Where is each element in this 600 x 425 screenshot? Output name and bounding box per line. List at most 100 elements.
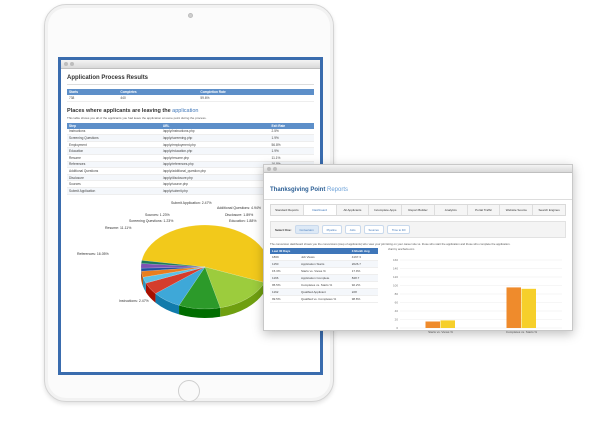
filter-chip[interactable]: Jobs	[344, 225, 361, 234]
places-title-main: Places where applicants are leaving the	[67, 107, 171, 114]
table-cell: 1869	[270, 254, 299, 261]
filter-chip[interactable]: Sources	[363, 225, 384, 234]
filter-chip[interactable]: Conversion	[294, 225, 319, 234]
pie-slice	[140, 266, 206, 271]
bar	[425, 321, 440, 328]
places-title: Places where applicants are leaving the …	[67, 108, 314, 114]
dashboard-window: Thanksgiving Point Reports Standard Repo…	[263, 164, 573, 334]
window-dot-icon[interactable]	[267, 167, 271, 171]
table-cell: /apply/references.php	[160, 161, 270, 169]
nav-item[interactable]: Search Engines	[538, 208, 560, 212]
pie-slice	[145, 266, 206, 294]
dashboard-body: Last 30 Days 3 Month Avg 1869 Job Views 41…	[270, 248, 566, 338]
table-cell: 1150	[270, 260, 299, 268]
site-logo[interactable]: Thanksgiving Point Reports	[270, 187, 348, 193]
window-dot-icon[interactable]	[70, 62, 74, 66]
table-cell: /apply/disclosure.php	[160, 174, 270, 182]
table-cell: /apply/source.php	[160, 180, 270, 188]
filter-chip[interactable]: Pipeline	[321, 225, 342, 234]
table-cell: Additional Questions	[67, 167, 161, 175]
table-cell: Instructions	[67, 128, 161, 136]
table-cell: Employment	[67, 141, 161, 149]
table-cell: Job Views	[298, 254, 350, 261]
table-row: 1869 Job Views 4167.3	[270, 254, 378, 261]
pie-label: Submit Application: 2.47%	[171, 200, 212, 205]
table-row: 1162 Qualified Applicant 228	[270, 288, 378, 296]
conversion-bar-chart: 0 20 40 60 80 100 120 140 160 Starts vs. Views % C…	[393, 258, 562, 334]
nav-item[interactable]: All Applicants	[337, 205, 370, 215]
conversion-table: Last 30 Days 3 Month Avg 1869 Job Views 41…	[270, 248, 378, 303]
browser-bar	[61, 60, 320, 69]
table-cell: Application Starts	[298, 260, 350, 268]
pie-slice-side	[179, 304, 221, 318]
nav-item[interactable]: Portal Traffic	[468, 205, 501, 215]
camera-icon	[188, 13, 193, 18]
nav-item[interactable]: Report Builder	[402, 205, 435, 215]
table-row: Education/apply/education.php 1.9%	[67, 147, 314, 155]
table-cell: Screening Questions	[67, 134, 161, 142]
table-cell: 17.9%	[349, 267, 378, 275]
table-cell: 98.8%	[349, 295, 378, 303]
nav-item[interactable]: Standard Reports	[271, 205, 304, 215]
nav-item[interactable]: Incomplete Apps	[369, 205, 403, 215]
home-button[interactable]	[178, 380, 200, 402]
table-row: Resume/apply/resume.php 11.1%	[67, 154, 314, 162]
pie-slice-side	[145, 282, 156, 303]
table-cell: Education	[67, 147, 161, 155]
places-description: This table shows you all of the applican…	[67, 115, 207, 120]
window-dot-icon[interactable]	[64, 62, 68, 66]
table-cell: 99.5%	[270, 295, 299, 303]
summary-header: Completes	[118, 89, 199, 95]
exit-header: URL	[160, 122, 270, 129]
table-cell: /apply/additional_question.php	[160, 167, 270, 175]
conversion-header	[298, 248, 350, 254]
main-nav: Standard Reports Dashboard All Applicants I…	[270, 204, 566, 216]
table-cell: /apply/employment.php	[160, 141, 270, 149]
table-cell: /apply/education.php	[160, 147, 270, 155]
filter-chip[interactable]: Time to Fill	[386, 225, 411, 234]
nav-item[interactable]: Dashboard	[303, 205, 337, 215]
table-cell: Completes vs. Starts %	[298, 281, 350, 289]
conversion-table-wrap: Last 30 Days 3 Month Avg 1869 Job Views 41…	[270, 248, 378, 338]
summary-table: Starts Completes Completion Rate 738 440…	[67, 89, 314, 102]
pie-slice	[140, 262, 206, 268]
table-cell: 95.5%	[270, 281, 299, 289]
exit-header: Exit Rate	[269, 122, 314, 129]
pie-label: Additional Questions: 4.94%	[217, 205, 261, 210]
table-cell: 92.2%	[349, 281, 378, 289]
table-cell: 15.3%	[270, 267, 299, 275]
table-cell: 1.9%	[269, 134, 314, 142]
table-cell: Disclosure	[67, 174, 161, 182]
section-title: Application Process Results	[67, 75, 149, 81]
pie-slice	[155, 266, 206, 306]
report-content: Application Process Results Starts Compl…	[61, 69, 320, 324]
table-cell: 1.9%	[269, 147, 314, 155]
bar	[506, 287, 521, 328]
table-cell: Qualified Applicant	[298, 288, 350, 296]
table-cell: Sources	[67, 180, 161, 188]
table-row: 95.5% Completes vs. Starts % 92.2%	[270, 281, 378, 289]
pie-label: Sources: 1.23%	[145, 212, 170, 217]
y-tick-label: 60	[395, 301, 399, 305]
table-cell: /apply/instructions.php	[160, 128, 270, 136]
pie-slice-side	[141, 270, 143, 286]
table-row: Screening Questions/apply/screening.php 1…	[67, 134, 314, 142]
table-row: 738 440 59.6%	[67, 95, 314, 102]
nav-item[interactable]: Website Source	[500, 205, 534, 215]
table-row: 15.3% Starts vs. Views % 17.9%	[270, 267, 378, 275]
y-tick-label: 100	[393, 284, 398, 288]
y-tick-label: 20	[395, 318, 399, 322]
summary-header: Completion Rate	[198, 89, 314, 95]
x-tick-label: Starts vs. Views %	[428, 330, 453, 334]
table-cell: 848.7	[349, 274, 378, 282]
window-dot-icon[interactable]	[273, 167, 277, 171]
nav-item[interactable]: Analytics	[435, 205, 468, 215]
bar	[521, 288, 536, 328]
table-row: Employment/apply/employment.php 56.8%	[67, 141, 314, 149]
table-row: 1150 Application Starts 2026.7	[270, 260, 378, 268]
table-cell: Starts vs. Views %	[298, 267, 350, 275]
chart-caption: chart by amcharts.com	[388, 248, 415, 251]
summary-header: Starts	[67, 89, 119, 95]
pie-slice	[142, 266, 206, 283]
pie-label: References: 16.05%	[77, 251, 109, 256]
